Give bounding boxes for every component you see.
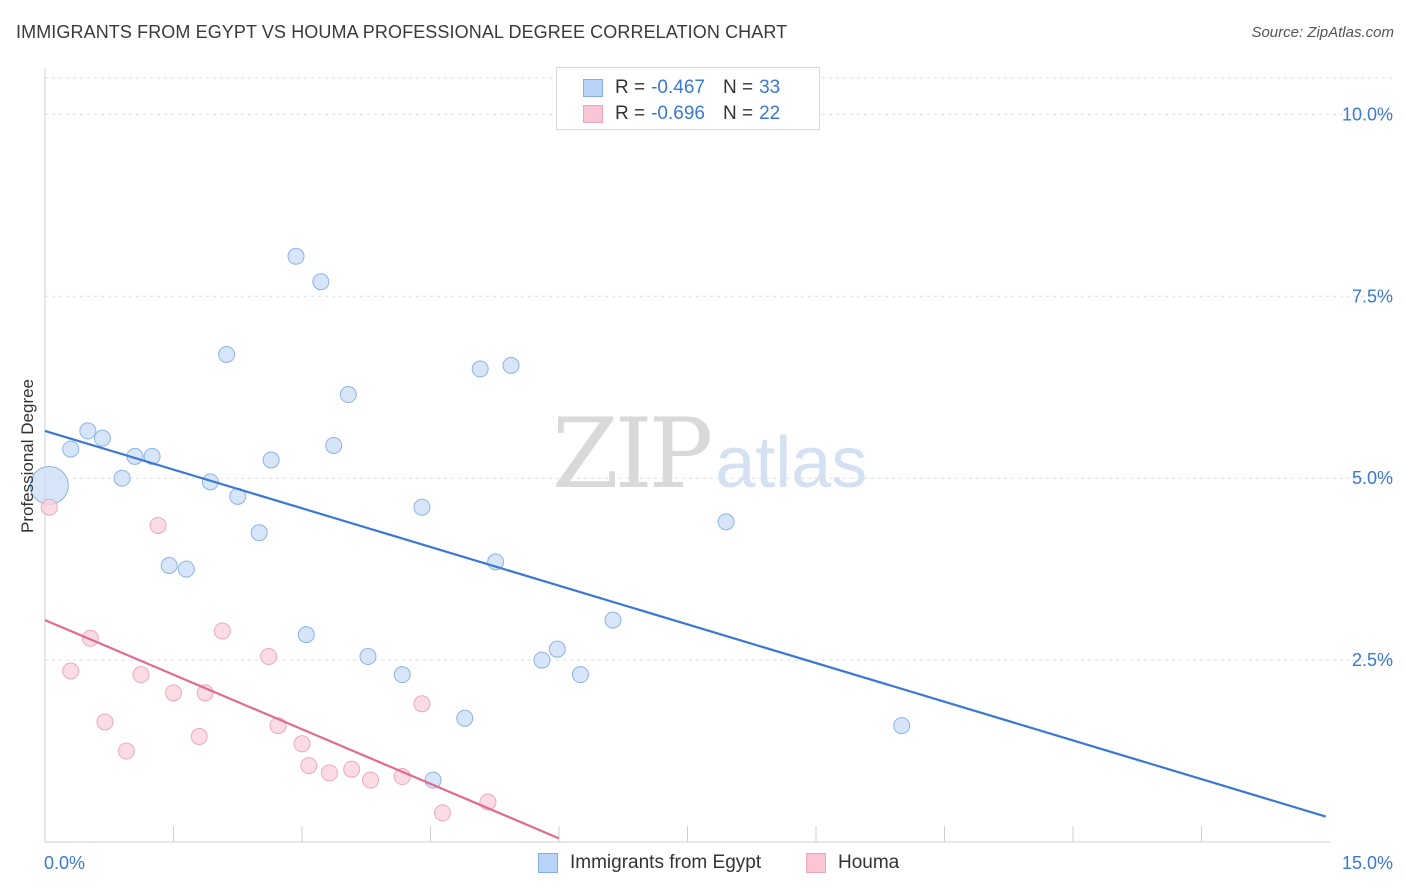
egypt-point [177, 560, 195, 578]
egypt-point [359, 647, 377, 665]
houma-point [96, 713, 114, 731]
legend-row-houma: R = -0.696 N = 22 [583, 102, 780, 126]
series-label-houma: Houma [838, 852, 900, 873]
houma-point [260, 647, 278, 665]
x-tick-label: 15.0% [1342, 853, 1393, 873]
series-legend: Immigrants from Egypt Houma [0, 852, 1406, 878]
houma-point [165, 684, 182, 702]
y-tick-label: 2.5% [1352, 650, 1393, 670]
legend-row-egypt: R = -0.467 N = 33 [583, 76, 780, 100]
y-tick-label: 7.5% [1352, 286, 1393, 306]
legend-n-value: 22 [759, 103, 781, 124]
houma-point [40, 498, 58, 516]
egypt-point [250, 524, 268, 542]
houma-point [362, 771, 380, 789]
houma-point [117, 742, 135, 760]
egypt-point [456, 709, 474, 727]
legend-n-value: 33 [759, 77, 781, 98]
series-swatch-houma [806, 853, 826, 873]
houma-point [343, 760, 361, 778]
legend-swatch-egypt [583, 79, 603, 97]
egypt-point [548, 640, 566, 658]
egypt-point [79, 422, 97, 440]
egypt-point [93, 429, 111, 447]
egypt-point [413, 498, 431, 516]
series-label-egypt: Immigrants from Egypt [570, 852, 762, 873]
houma-point [132, 666, 150, 684]
stats-legend: R = -0.467 N = 33 R = -0.696 N = 22 [556, 67, 820, 130]
legend-r-value: -0.467 [651, 77, 705, 98]
legend-n-label: N = [722, 77, 754, 98]
legend-r-label: R = [615, 103, 646, 124]
legend-swatch-houma [583, 105, 603, 123]
egypt-point [113, 469, 131, 487]
houma-point [213, 622, 231, 640]
houma-point [149, 516, 167, 534]
series-legend-houma[interactable]: Houma [806, 852, 899, 874]
egypt-point [325, 436, 343, 454]
egypt-point [717, 513, 735, 531]
egypt-point [143, 447, 161, 465]
houma-point [433, 804, 451, 822]
egypt-point [533, 651, 551, 669]
egypt-point [160, 557, 178, 575]
egypt-point [218, 345, 236, 363]
egypt-point [262, 451, 280, 469]
y-axis-title: Professional Degree [18, 378, 37, 534]
egypt-point [502, 356, 520, 374]
legend-r-label: R = [615, 77, 646, 98]
x-tick-label: 0.0% [44, 853, 85, 873]
houma-point [190, 727, 208, 745]
egypt-point [604, 611, 622, 629]
series-legend-egypt[interactable]: Immigrants from Egypt [538, 852, 761, 874]
houma-point [62, 662, 80, 680]
source-credit: Source: ZipAtlas.com [1251, 24, 1394, 41]
egypt-point [471, 360, 489, 378]
series-swatch-egypt [538, 853, 558, 873]
legend-n-label: N = [722, 103, 754, 124]
egypt-point [339, 386, 357, 404]
houma-point [300, 757, 318, 775]
houma-trend-line [44, 619, 560, 840]
egypt-point [393, 666, 411, 684]
houma-point [293, 735, 311, 753]
y-tick-label: 5.0% [1352, 468, 1393, 488]
egypt-point [287, 247, 305, 265]
egypt-point [571, 666, 589, 684]
y-tick-label: 10.0% [1342, 104, 1393, 124]
houma-point [320, 764, 338, 782]
chart-title: IMMIGRANTS FROM EGYPT VS HOUMA PROFESSIO… [16, 22, 788, 42]
egypt-point [62, 440, 80, 458]
egypt-point [312, 273, 330, 291]
egypt-point [893, 717, 911, 735]
egypt-point [297, 626, 315, 644]
legend-r-value: -0.696 [651, 103, 705, 124]
egypt-trend-line [44, 429, 1327, 818]
houma-point [413, 695, 431, 713]
